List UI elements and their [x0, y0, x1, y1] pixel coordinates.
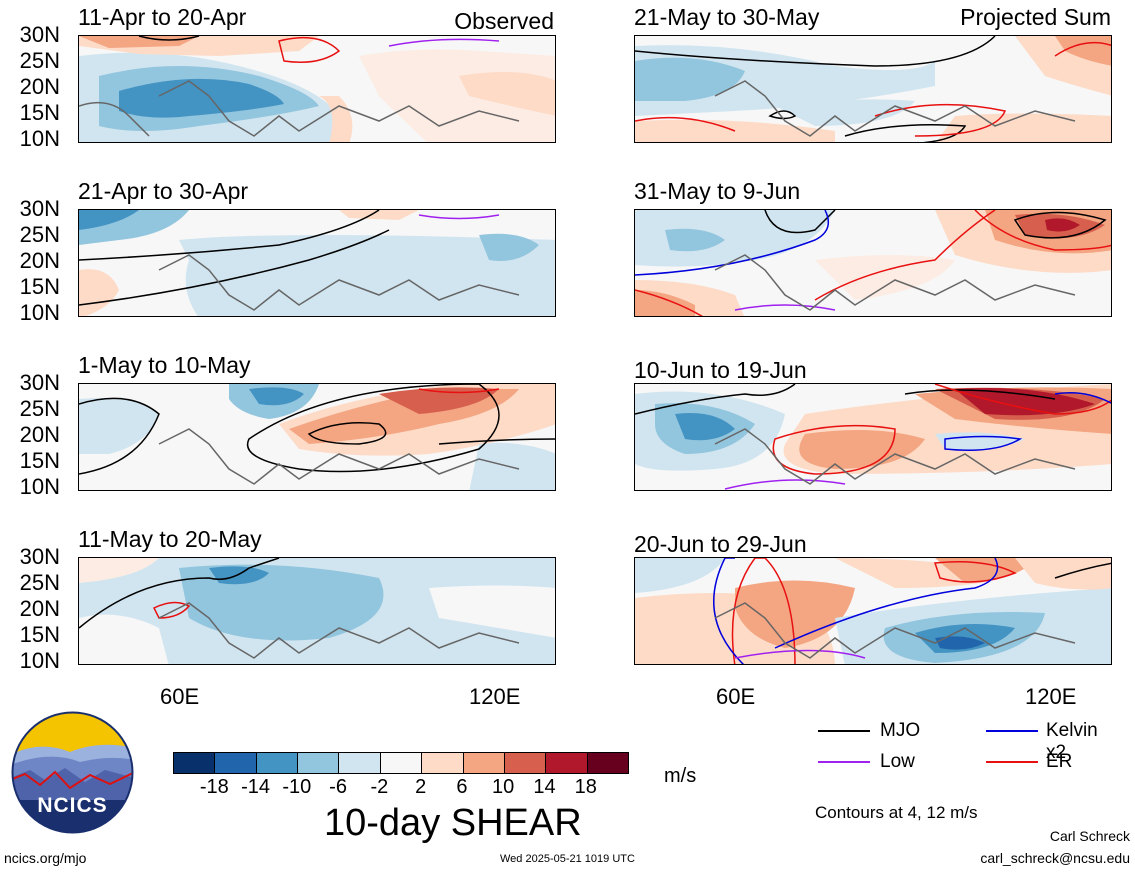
legend-swatch-mjo [818, 730, 870, 732]
legend-swatch-low [818, 761, 870, 763]
colorbar-swatch [380, 753, 423, 773]
colorbar-tick-label: -6 [329, 776, 347, 798]
map-panel-2 [78, 209, 556, 317]
colorbar-tick-label: -2 [370, 776, 389, 798]
colorbar-tick-label: -18 [199, 776, 229, 798]
colorbar-swatch [298, 753, 340, 773]
map-panel-3 [78, 383, 556, 491]
colorbar [173, 752, 629, 774]
panel-title: 1-May to 10-May [78, 352, 251, 378]
lon-tick-60e-right: 60E [716, 684, 756, 709]
colorbar-swatch [463, 753, 505, 773]
colorbar-tick-label: 10 [492, 776, 515, 798]
lon-tick-120e-right: 120E [1025, 684, 1077, 709]
panel-corner-label: Projected Sum [960, 4, 1111, 30]
map-panel-7 [634, 383, 1112, 491]
panel-title: 11-May to 20-May [78, 526, 262, 552]
colorbar-labels: -18 -14 -10 -6 -2 2 6 10 14 18 [173, 776, 627, 800]
colorbar-title: 10-day SHEAR [324, 802, 582, 844]
map-panel-4 [78, 557, 556, 665]
map-panel-1 [78, 35, 556, 143]
map-panel-8 [634, 557, 1112, 665]
footer-author: Carl Schreck [1049, 828, 1130, 844]
footer-timestamp: Wed 2025-05-21 1019 UTC [500, 853, 635, 865]
contour-note: Contours at 4, 12 m/s [815, 803, 978, 822]
legend-label-low: Low [880, 751, 915, 772]
legend-label-er: ER [1046, 751, 1073, 772]
colorbar-swatch [174, 753, 216, 773]
contour-legend: MJO Kelvin x2 Low ER [818, 720, 1118, 780]
colorbar-tick-label: -14 [241, 776, 270, 798]
panel-title: 10-Jun to 19-Jun [634, 357, 807, 383]
colorbar-swatch [339, 753, 381, 773]
panel-title: 20-Jun to 29-Jun [634, 531, 807, 557]
legend-swatch-kelvin [986, 730, 1038, 732]
panel-title: 11-Apr to 20-Apr [78, 4, 247, 30]
map-panel-6 [634, 209, 1112, 317]
panel-title: 31-May to 9-Jun [634, 178, 801, 204]
colorbar-tick-label: 2 [415, 776, 427, 798]
colorbar-swatch [215, 753, 257, 773]
colorbar-tick-label: 18 [574, 776, 597, 798]
colorbar-swatch [422, 753, 464, 773]
colorbar-swatch [256, 753, 299, 773]
lon-tick-60e-left: 60E [160, 684, 200, 709]
colorbar-tick-label: 14 [533, 776, 556, 798]
colorbar-tick-label: 6 [456, 776, 468, 798]
map-panel-5 [634, 35, 1112, 143]
colorbar-swatch [587, 753, 628, 773]
lon-tick-120e-left: 120E [469, 684, 521, 709]
legend-label-mjo: MJO [880, 720, 921, 741]
panel-title: 21-May to 30-May [634, 4, 820, 30]
colorbar-swatch [546, 753, 588, 773]
colorbar-tick-label: -10 [282, 776, 312, 798]
panel-title: 21-Apr to 30-Apr [78, 178, 249, 204]
logo-text: NCICS [37, 794, 108, 817]
footer-url: ncics.org/mjo [4, 850, 87, 866]
colorbar-swatch [504, 753, 547, 773]
footer-email: carl_schreck@ncsu.edu [980, 850, 1130, 866]
colorbar-units: m/s [664, 765, 697, 787]
panel-corner-label: Observed [454, 8, 554, 34]
ncics-logo: NCICS [10, 710, 135, 835]
legend-label-kelvin: Kelvin x2 [1046, 720, 1098, 763]
legend-swatch-er [986, 761, 1038, 763]
